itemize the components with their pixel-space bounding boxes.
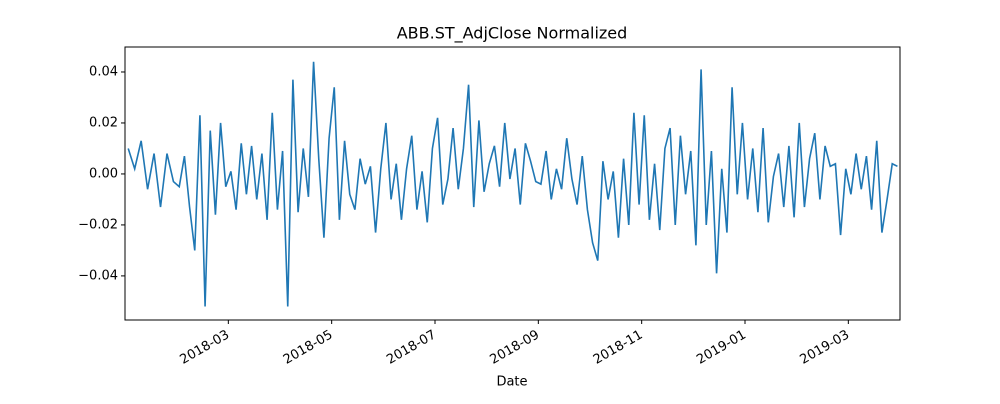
data-line — [127, 61, 898, 307]
x-tick-label: 2019-01 — [694, 328, 749, 368]
plot-frame — [124, 46, 901, 321]
x-axis-label: Date — [496, 375, 527, 390]
x-tick-label: 2018-05 — [281, 328, 336, 368]
x-tick-label: 2019-03 — [798, 328, 853, 368]
x-tick-label: 2018-07 — [384, 328, 439, 368]
x-tick-label: 2018-03 — [178, 328, 233, 368]
y-tick-label: −0.02 — [78, 217, 118, 232]
y-tick-label: −0.04 — [78, 268, 118, 283]
chart-title: ABB.ST_AdjClose Normalized — [397, 24, 628, 44]
x-tick-label: 2018-11 — [591, 328, 646, 368]
y-tick-label: 0.02 — [89, 115, 118, 130]
x-tick-label: 2018-09 — [488, 328, 543, 368]
y-tick-label: 0.00 — [89, 166, 118, 181]
y-tick-label: 0.04 — [89, 64, 118, 79]
